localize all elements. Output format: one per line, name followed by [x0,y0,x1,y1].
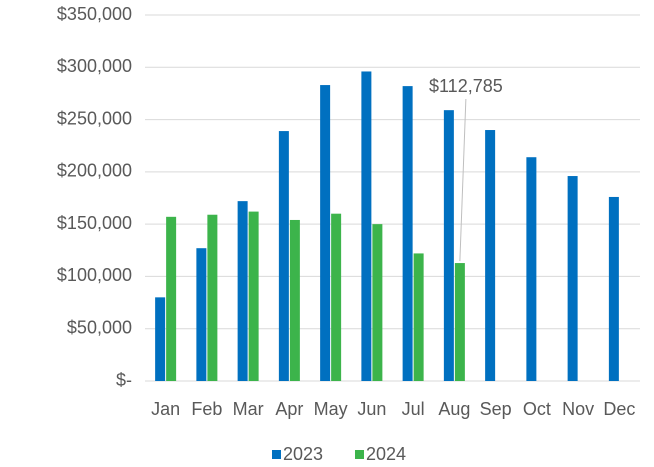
x-tick-label: Mar [233,399,264,419]
bar [196,248,207,381]
y-tick-label: $50,000 [67,317,132,337]
x-tick-label: Jun [357,399,386,419]
y-tick-label: $100,000 [57,265,132,285]
legend-label: 2023 [283,444,323,464]
y-tick-label: $250,000 [57,108,132,128]
bar [526,157,537,381]
bar [278,131,289,381]
y-tick-label: $150,000 [57,213,132,233]
x-tick-label: Aug [438,399,470,419]
y-tick-label: $350,000 [57,4,132,24]
legend-swatch [272,450,281,459]
x-tick-label: Apr [275,399,303,419]
x-tick-label: Sep [480,399,512,419]
bar [155,297,166,381]
bar [289,219,300,381]
bar [454,263,465,381]
leader-line [459,98,467,262]
x-tick-label: Jul [402,399,425,419]
y-tick-label: $300,000 [57,56,132,76]
bar [608,196,619,381]
x-tick-label: May [314,399,348,419]
bar [207,214,218,381]
bar [567,176,578,381]
x-tick-label: Oct [523,399,551,419]
x-tick-label: Jan [151,399,180,419]
x-tick-label: Feb [191,399,222,419]
bar [320,85,331,381]
legend-label: 2024 [366,444,406,464]
bar [361,71,372,382]
data-label: $112,785 [429,76,503,96]
bar [485,130,496,381]
y-tick-label: $- [116,370,132,390]
x-tick-label: Dec [603,399,635,419]
bar [331,213,342,381]
bar [237,201,248,381]
bar [402,86,413,381]
bar [248,211,259,381]
bar [413,253,424,381]
legend-swatch [355,450,364,459]
x-tick-label: Nov [562,399,594,419]
bar [166,216,177,381]
bar [372,224,383,381]
y-tick-label: $200,000 [57,161,132,181]
bar [443,110,454,381]
